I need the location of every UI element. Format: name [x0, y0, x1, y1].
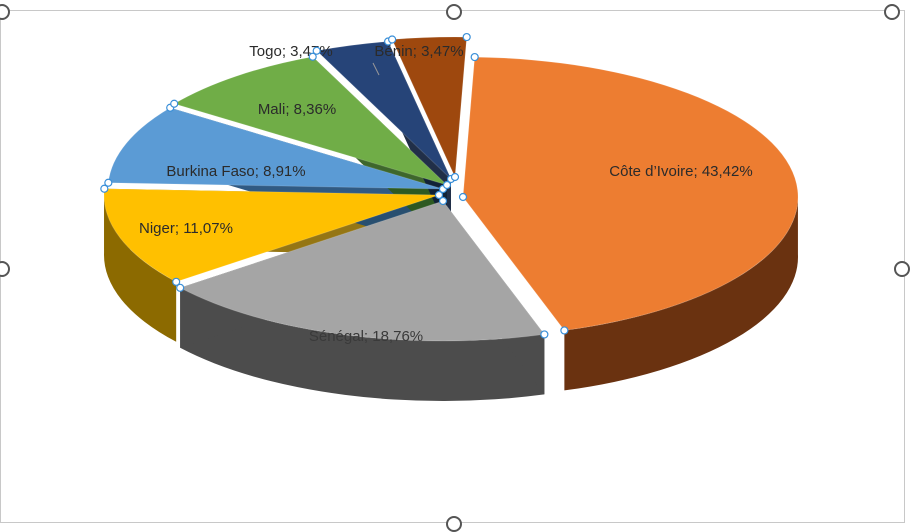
pie-chart: Côte d’Ivoire; 43,42% Sénégal; 18,76% Nige… — [100, 32, 799, 401]
resize-handle-top-center[interactable] — [446, 4, 462, 20]
slice-cote-d-ivoire[interactable] — [462, 56, 799, 331]
slice-side-niger[interactable] — [104, 192, 177, 342]
data-label-mali[interactable]: Mali; 8,36% — [258, 101, 336, 118]
slice-handle-benin-1[interactable] — [388, 35, 397, 44]
slice-burkina-faso[interactable] — [107, 107, 444, 190]
slice-handle-senegal-0[interactable] — [438, 196, 448, 206]
slice-handle-benin-2[interactable] — [462, 32, 471, 42]
data-labels: Côte d’Ivoire; 43,42% Sénégal; 18,76% Nige… — [139, 43, 753, 345]
resize-handle-top-right[interactable] — [884, 4, 900, 20]
data-label-benin[interactable]: Bénin; 3,47% — [374, 43, 463, 60]
slice-selection-handles — [100, 32, 569, 339]
resize-handle-middle-left[interactable] — [0, 261, 10, 277]
resize-handle-middle-right[interactable] — [894, 261, 910, 277]
slice-side-cote-d-ivoire[interactable] — [564, 194, 798, 391]
data-label-senegal[interactable]: Sénégal; 18,76% — [309, 328, 423, 345]
slice-senegal[interactable] — [178, 200, 546, 342]
resize-handle-top-left[interactable] — [0, 4, 10, 20]
slice-handle-senegal-1[interactable] — [540, 330, 549, 339]
slice-side-senegal[interactable] — [180, 287, 545, 401]
resize-handle-bottom-center[interactable] — [446, 516, 462, 532]
slice-handle-senegal-2[interactable] — [176, 283, 185, 292]
chart-area[interactable]: Côte d’Ivoire; 43,42% Sénégal; 18,76% Nige… — [0, 4, 910, 532]
slice-mali[interactable] — [172, 56, 448, 186]
data-label-niger[interactable]: Niger; 11,07% — [139, 220, 233, 237]
slice-tops — [103, 36, 799, 342]
slice-handle-mali-1[interactable] — [170, 99, 179, 108]
leader-line-togo — [372, 62, 380, 76]
slice-handle-niger-0[interactable] — [434, 190, 444, 200]
slice-handle-cote-d-ivoire-1[interactable] — [470, 52, 479, 62]
slice-handle-togo-1[interactable] — [312, 46, 321, 55]
slice-handle-niger-1[interactable] — [172, 277, 181, 286]
slice-handle-burkina-faso-1[interactable] — [104, 178, 113, 187]
slice-niger[interactable] — [103, 188, 440, 283]
data-label-burkina-faso[interactable]: Burkina Faso; 8,91% — [166, 163, 305, 180]
data-label-cote-d-ivoire[interactable]: Côte d’Ivoire; 43,42% — [609, 163, 752, 180]
slice-handle-benin-0[interactable] — [450, 172, 460, 182]
slice-handle-cote-d-ivoire-0[interactable] — [458, 192, 468, 202]
slice-handle-mali-0[interactable] — [442, 180, 452, 190]
slice-handle-mali-2[interactable] — [308, 52, 317, 61]
slice-handle-cote-d-ivoire-2[interactable] — [560, 326, 569, 335]
slice-handle-niger-2[interactable] — [100, 184, 109, 193]
